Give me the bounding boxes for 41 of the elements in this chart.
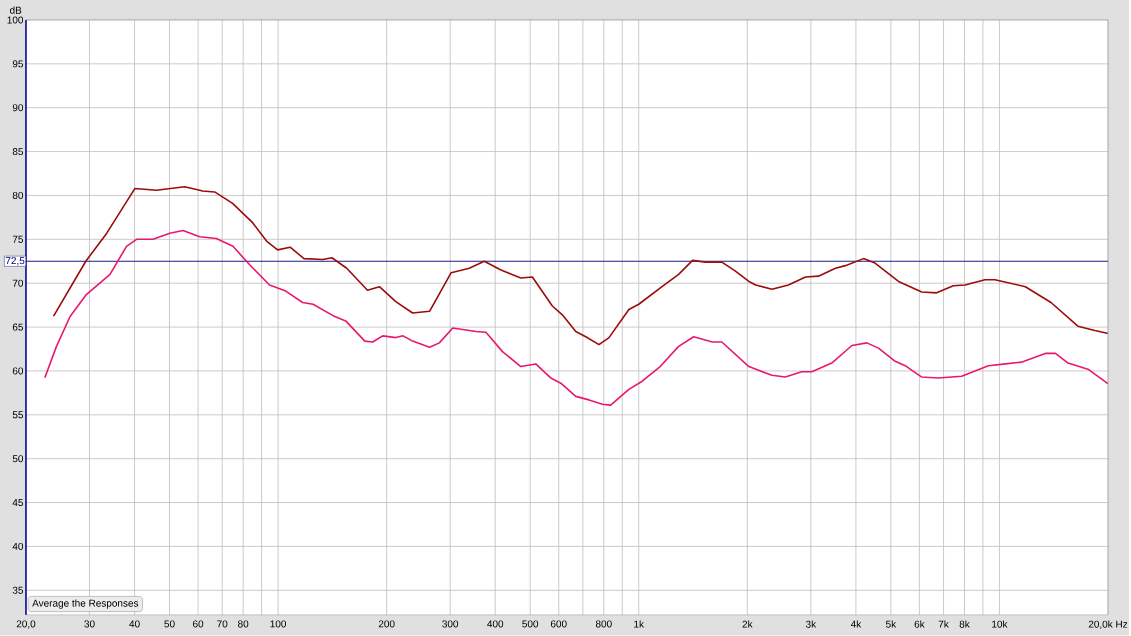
y-tick-label: 40 <box>12 542 24 551</box>
y-tick-label: 90 <box>12 104 24 112</box>
x-tick-label: 5k <box>885 620 897 628</box>
y-axis-title: dB <box>9 6 22 14</box>
x-tick-label: 500 <box>522 620 539 628</box>
x-tick-label: 20,0k Hz <box>1088 620 1128 629</box>
y-tick-label: 45 <box>12 499 24 507</box>
x-tick-label: 10k <box>992 620 1008 628</box>
x-tick-label: 800 <box>595 620 612 628</box>
y-tick-label: 75 <box>12 235 24 243</box>
y-tick-label: 35 <box>12 586 24 594</box>
x-tick-label: 400 <box>487 620 504 628</box>
x-tick-label: 80 <box>238 620 249 628</box>
x-tick-label: 7k <box>938 620 949 628</box>
annotation: Average the Responses <box>32 599 139 609</box>
x-tick-label: 50 <box>164 620 175 628</box>
x-tick-label: 60 <box>193 620 204 628</box>
y-tick-label: 60 <box>12 367 24 375</box>
y-tick-label: 95 <box>12 60 24 68</box>
x-tick-label: 30 <box>84 620 95 628</box>
y-tick-label: 70 <box>12 279 24 287</box>
x-tick-label: 8k <box>959 620 970 628</box>
x-tick-label: 300 <box>442 620 459 628</box>
x-tick-label: 1k <box>634 620 645 628</box>
x-tick-label: 100 <box>270 620 287 628</box>
y-tick-label: 65 <box>12 323 24 331</box>
x-tick-label: 600 <box>550 620 567 628</box>
x-tick-label: 70 <box>217 620 228 628</box>
y-tick-label: 100 <box>7 16 24 24</box>
y-tick-label: 85 <box>12 148 24 156</box>
x-tick-label: 2k <box>742 620 753 628</box>
x-tick-label: 6k <box>914 620 925 628</box>
ref-line-label: 72,5 <box>5 257 25 266</box>
x-tick-label: 200 <box>378 620 395 628</box>
x-tick-label: 4k <box>850 620 862 628</box>
x-tick-label: 3k <box>805 620 817 628</box>
y-tick-label: 55 <box>12 411 24 419</box>
y-tick-label: 50 <box>12 455 24 463</box>
x-tick-label: 20,0 <box>16 620 36 629</box>
x-tick-label: 40 <box>129 620 140 628</box>
y-tick-label: 80 <box>12 191 24 200</box>
